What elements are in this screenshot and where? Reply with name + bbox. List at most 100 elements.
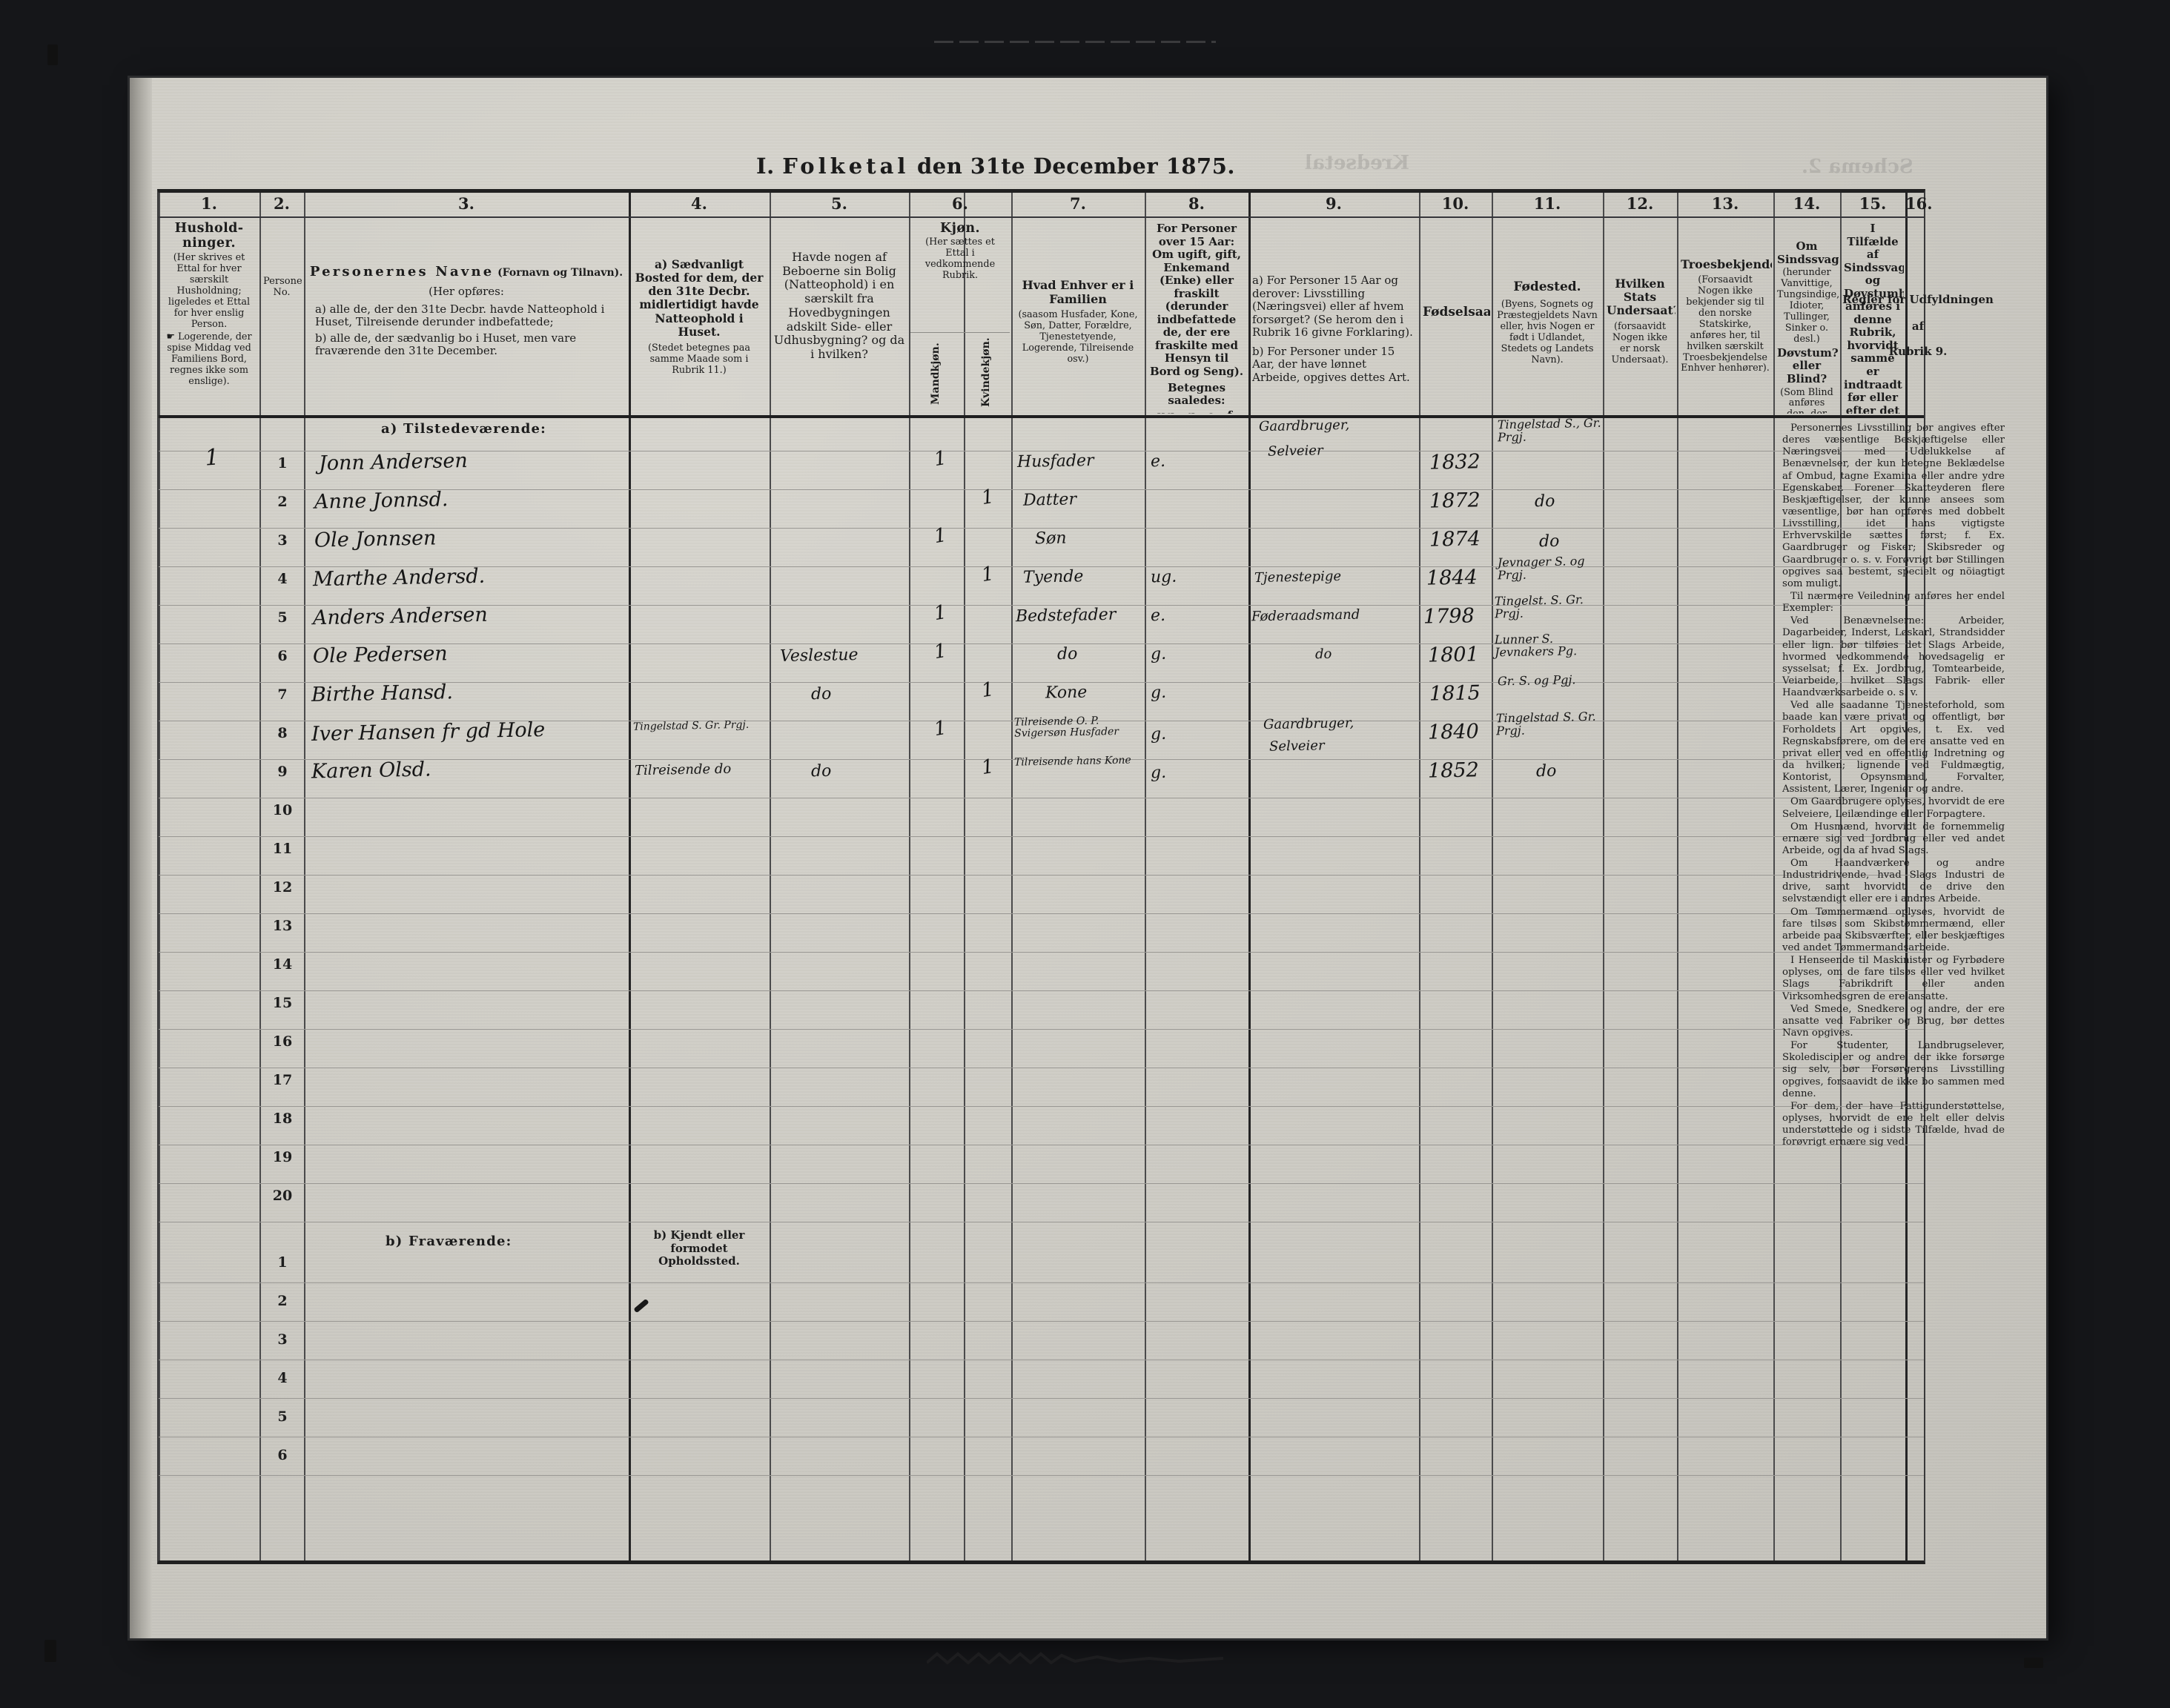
census-table: 1. 2. 3. 4. 5. 6. 7. 8. 9. 10. 11. 12. 1… bbox=[157, 189, 1994, 1564]
row-number: 14 bbox=[272, 956, 293, 973]
header-disability: Om Sindssvag? (herunder Vanvittige, Tung… bbox=[1775, 221, 1839, 414]
entry-family-position: Tyende bbox=[1022, 567, 1084, 587]
header-names-b: b) alle de, der sædvanlig bo i Huset, me… bbox=[315, 331, 577, 358]
entry-birth-year: 1801 bbox=[1427, 643, 1480, 667]
rules-column-text: Personernes Livsstilling bør angives eft… bbox=[1782, 423, 2005, 1149]
header-disability-title: Om Sindssvag? bbox=[1777, 239, 1839, 266]
entry-name: Marthe Andersd. bbox=[312, 564, 486, 592]
header-citizenship-title: Hvilken Stats Undersaat? bbox=[1607, 277, 1676, 318]
film-edge-mark bbox=[2024, 1658, 2043, 1668]
row-number: 2 bbox=[277, 494, 288, 510]
entry-marital-status: g. bbox=[1150, 644, 1167, 664]
entry-birth-year: 1874 bbox=[1429, 527, 1481, 552]
column-number-11: 11. bbox=[1533, 194, 1561, 213]
page-title: I. Folketal den 31te December 1875. bbox=[756, 153, 1235, 179]
film-edge-mark bbox=[44, 1640, 56, 1662]
rules-paragraph: Om Haandværkere og andre Industridrivend… bbox=[1782, 858, 2005, 905]
absent-row-number: 1 bbox=[277, 1254, 288, 1271]
title-prefix: I. bbox=[756, 153, 775, 179]
header-occupation-a: a) For Personer 15 Aar og derover: Livss… bbox=[1252, 274, 1413, 340]
entry-birthplace: Tingelst. S. Gr. Prgj. bbox=[1494, 592, 1584, 621]
pen-stroke-mark bbox=[633, 1298, 649, 1314]
row-number: 6 bbox=[277, 648, 288, 664]
entry-name: Jonn Andersen bbox=[318, 449, 469, 475]
header-names-intro: (Her opføres: bbox=[429, 285, 504, 299]
entry-family-position: Tilreisende O. P. Svigersøn Husfader bbox=[1013, 715, 1119, 740]
header-citizenship-note: (forsaavidt Nogen ikke er norsk Undersaa… bbox=[1611, 321, 1669, 366]
row-number: 12 bbox=[272, 879, 293, 896]
header-usual-residence-note: (Stedet betegnes paa samme Maade som i R… bbox=[647, 342, 751, 376]
header-rules-of: af bbox=[1911, 320, 1925, 333]
header-disability-note: (herunder Vanvittige, Tungsindige, Idiot… bbox=[1777, 267, 1839, 345]
entry-family-position: Husfader bbox=[1016, 451, 1094, 471]
header-marital-status-body: For Personer over 15 Aar: Om ugift, gift… bbox=[1149, 222, 1244, 379]
entry-separate-dwelling: do bbox=[810, 684, 832, 704]
column-number-1: 1. bbox=[201, 194, 217, 213]
header-occupation-b: b) For Personer under 15 Aar, der have l… bbox=[1252, 344, 1410, 384]
header-households-title: Hushold- ninger. bbox=[174, 221, 244, 251]
entry-birthplace: Jevnager S. og Prgj. bbox=[1497, 554, 1585, 583]
paper-left-edge-curl bbox=[130, 78, 152, 1638]
header-rules: Regler for Udfyldningen af Rubrik 9. bbox=[1842, 222, 1994, 414]
absent-row-number: 2 bbox=[277, 1293, 288, 1309]
section-label-absent-residence: b) Kjendt eller formodet Opholdssted. bbox=[653, 1228, 745, 1268]
row-number: 16 bbox=[272, 1033, 293, 1050]
column-number-14: 14. bbox=[1793, 194, 1821, 213]
entry-birth-year: 1840 bbox=[1427, 720, 1480, 744]
row-number: 11 bbox=[272, 841, 293, 857]
entry-name: Anders Andersen bbox=[312, 603, 489, 630]
header-households: Hushold- ninger. (Her skrives et Ettal f… bbox=[160, 219, 258, 414]
row-number: 18 bbox=[272, 1110, 293, 1127]
header-sex-title: Kjøn. bbox=[939, 221, 981, 236]
header-religion-note: (Forsaavidt Nogen ikke bekjender sig til… bbox=[1681, 274, 1770, 374]
header-disability-title2: Døvstum? eller Blind? bbox=[1777, 345, 1839, 385]
entry-name: Ole Pedersen bbox=[312, 642, 448, 668]
entry-name: Iver Hansen fr gd Hole bbox=[311, 718, 546, 747]
header-marital-status: For Personer over 15 Aar: Om ugift, gift… bbox=[1146, 221, 1247, 414]
header-religion: Troesbekjendelse. (Forsaavidt Nogen ikke… bbox=[1678, 222, 1772, 414]
entry-occupation: Tjenestepige bbox=[1254, 568, 1342, 586]
entry-birthplace: Gr. S. og Pgj. bbox=[1497, 672, 1576, 689]
header-names: Personernes Navne (Fornavn og Tilnavn). … bbox=[305, 222, 627, 414]
entry-birthplace: do bbox=[1538, 532, 1560, 552]
entry-occupation: Gaardbruger, bbox=[1258, 417, 1350, 435]
column-number-10: 10. bbox=[1441, 194, 1469, 213]
entry-family-position: Søn bbox=[1034, 529, 1067, 549]
entry-occupation: Selveier bbox=[1268, 738, 1325, 755]
header-separate-dwelling: Havde nogen af Beboerne sin Bolig (Natte… bbox=[773, 250, 905, 362]
header-households-note2-text: Logerende, der spise Middag ved Familien… bbox=[167, 331, 252, 387]
entry-name: Karen Olsd. bbox=[311, 758, 431, 784]
rules-paragraph: Ved Smede, Snedkere og andre, der ere an… bbox=[1782, 1003, 2005, 1039]
header-birth-year: Fødselsaar. bbox=[1423, 305, 1490, 320]
header-sex-note: (Her sættes et Ettal i vedkommende Rubri… bbox=[924, 236, 996, 282]
header-birthplace: Fødested. (Byens, Sognets og Præstegjeld… bbox=[1493, 222, 1601, 414]
entry-name: Ole Jonnsen bbox=[314, 526, 437, 552]
rules-paragraph: Om Tømmermænd oplyses, hvorvidt de fare … bbox=[1782, 906, 2005, 954]
entry-occupation: Føderaadsmand bbox=[1251, 606, 1360, 625]
pointing-hand-icon: ☛ bbox=[166, 331, 175, 342]
rules-paragraph: Personernes Livsstilling bør angives eft… bbox=[1782, 423, 2005, 589]
column-number-6: 6. bbox=[952, 194, 968, 213]
rules-paragraph: I Henseende til Maskinister og Fyrbødere… bbox=[1782, 955, 2005, 1002]
column-number-2: 2. bbox=[274, 194, 290, 213]
header-birthplace-title: Fødested. bbox=[1513, 279, 1581, 294]
entry-family-position: Kone bbox=[1045, 683, 1088, 703]
header-family-position-title: Hvad Enhver er i Familien bbox=[1022, 278, 1134, 306]
entry-occupation: Gaardbruger, bbox=[1263, 715, 1354, 733]
header-names-title: Personernes Navne bbox=[309, 264, 494, 279]
section-label-present: a) Tilstedeværende: bbox=[381, 421, 546, 437]
rules-paragraph: For Studenter, Landbrugselever, Skoledis… bbox=[1782, 1040, 2005, 1099]
header-sex-male: Mandkjøn. bbox=[930, 342, 942, 405]
entry-marital-status: ug. bbox=[1150, 567, 1177, 587]
row-number: 9 bbox=[277, 764, 288, 780]
entry-name: Anne Jonnsd. bbox=[314, 488, 449, 514]
header-usual-residence: a) Sædvanligt Bosted for dem, der den 31… bbox=[630, 222, 768, 414]
absent-row-number: 5 bbox=[277, 1409, 288, 1425]
entry-birth-year: 1832 bbox=[1429, 450, 1481, 474]
bottom-squiggle-mark bbox=[927, 1652, 1223, 1665]
rules-paragraph: Om Gaardbrugere oplyses, hvorvidt de ere… bbox=[1782, 796, 2005, 820]
header-marital-status-codes: ug., g., e., f. bbox=[1148, 408, 1245, 414]
header-households-note2: ☛ Logerende, der spise Middag ved Famili… bbox=[162, 331, 256, 388]
entry-occupation: do bbox=[1314, 646, 1332, 663]
